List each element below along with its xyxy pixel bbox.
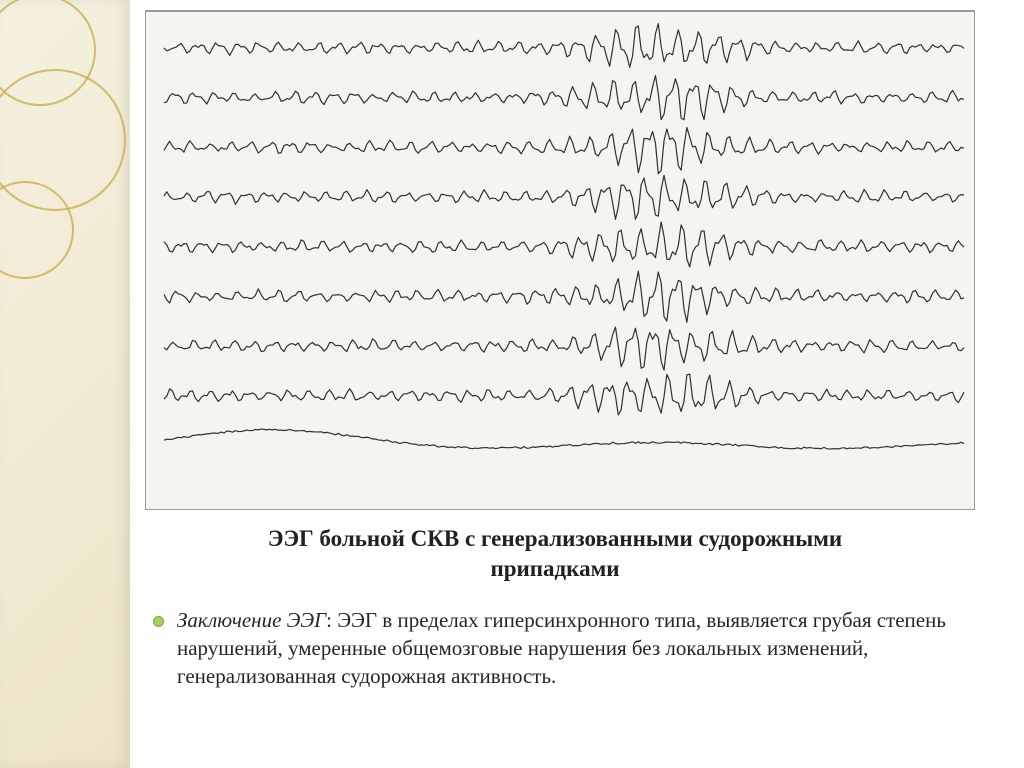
decorative-sidebar bbox=[0, 0, 130, 768]
eeg-figure bbox=[145, 10, 975, 510]
rings-ornament bbox=[0, 0, 130, 330]
title-line-1: ЭЭГ больной СКВ с генерализованными судо… bbox=[268, 526, 842, 551]
bullet-term: Заключение ЭЭГ bbox=[177, 608, 326, 632]
slide-title: ЭЭГ больной СКВ с генерализованными судо… bbox=[145, 524, 965, 584]
slide-content: ЭЭГ больной СКВ с генерализованными судо… bbox=[145, 0, 1005, 768]
bullet-list: Заключение ЭЭГ: ЭЭГ в пределах гиперсинх… bbox=[153, 606, 975, 691]
eeg-traces bbox=[146, 12, 974, 509]
title-line-2: припадками bbox=[490, 556, 619, 581]
bullet-item: Заключение ЭЭГ: ЭЭГ в пределах гиперсинх… bbox=[153, 606, 975, 691]
